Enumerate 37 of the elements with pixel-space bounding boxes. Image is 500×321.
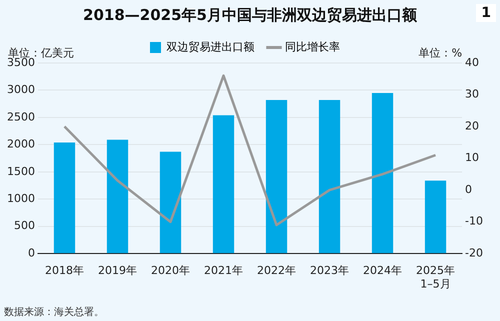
y-tick-label: 0 xyxy=(28,246,35,260)
y2-tick-label: 0 xyxy=(465,182,472,196)
x-tick-label: 2018年 xyxy=(44,264,84,278)
y-tick-label: 1500 xyxy=(6,164,35,178)
source-note: 数据来源：海关总署。 xyxy=(4,306,104,319)
y2-tick-label: 40 xyxy=(465,56,480,69)
x-tick-label: 2023年 xyxy=(310,264,350,278)
y-axis-title: 单位：亿美元 xyxy=(8,46,74,60)
y-tick-label: 3000 xyxy=(6,83,35,96)
bar xyxy=(266,100,288,254)
y-tick-label: 500 xyxy=(14,219,35,232)
bar xyxy=(372,92,394,254)
y2-tick-label: 30 xyxy=(465,88,480,101)
y2-tick-label: 20 xyxy=(465,119,480,132)
bar xyxy=(212,115,234,254)
chart-title: 2018—2025年5月中国与非洲双边贸易进出口额 xyxy=(83,6,417,24)
y2-axis-title: 单位：% xyxy=(418,46,462,60)
bar xyxy=(160,152,182,254)
x-tick-label: 2020年 xyxy=(151,264,190,278)
y-tick-label: 1000 xyxy=(6,192,35,205)
y2-tick-label: -20 xyxy=(465,246,483,260)
x-tick-label: 2021年 xyxy=(204,264,244,278)
bar xyxy=(54,142,76,254)
legend-label: 双边贸易进出口额 xyxy=(166,40,254,54)
y2-tick-label: -10 xyxy=(465,214,483,228)
x-tick-label: 2025年 1–5月 xyxy=(416,264,456,290)
x-tick-label: 2024年 xyxy=(363,264,402,278)
bar xyxy=(106,140,128,254)
text: 1 xyxy=(476,4,496,22)
y-tick-label: 2000 xyxy=(6,138,35,151)
legend-label: 同比增长率 xyxy=(285,40,340,54)
bar xyxy=(424,180,446,254)
x-tick-label: 2019年 xyxy=(98,264,137,278)
bar xyxy=(318,100,340,254)
x-tick-label: 2022年 xyxy=(257,264,296,278)
y-tick-label: 2500 xyxy=(6,110,35,124)
y2-tick-label: 10 xyxy=(465,151,480,164)
